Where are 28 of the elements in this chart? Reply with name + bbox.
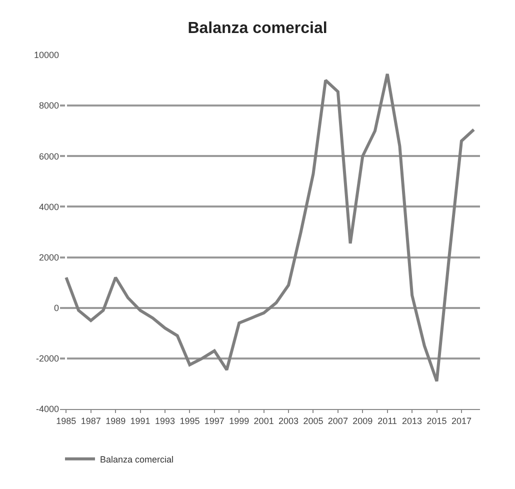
y-tick-label: 8000 [38,100,59,111]
y-tick-label: -2000 [36,354,59,364]
y-tick-label: -4000 [36,404,59,414]
x-tick-label: 2013 [402,416,422,426]
legend-label: Balanza comercial [100,454,174,464]
line-series [64,72,476,383]
chart-title: Balanza comercial [188,20,328,38]
x-tick-label: 1993 [154,416,176,426]
x-tick-label: 1995 [180,416,200,426]
x-tick-label: 2009 [352,416,373,426]
x-tick-label: 2005 [303,416,324,426]
y-tick-label: 6000 [38,151,59,162]
x-tick-label: 2011 [378,416,398,426]
x-tick-label: 1985 [56,416,76,426]
x-tick-label: 2015 [426,416,447,426]
x-tick-label: 1989 [106,416,126,426]
x-tick-label: 2007 [328,416,348,426]
y-tick-label: 10000 [34,50,59,60]
x-tick-label: 2001 [254,416,274,426]
y-tick-label: 4000 [38,202,59,212]
x-tick-label: 1987 [80,416,101,426]
x-tick-label: 1999 [229,416,250,426]
y-tick-label: 2000 [38,252,59,262]
x-tick-label: 1997 [204,416,224,426]
x-tick-label: 1991 [130,416,150,426]
x-tick-label: 2017 [451,416,472,426]
y-tick-label: 0 [54,303,59,314]
x-tick-label: 2003 [278,416,299,426]
